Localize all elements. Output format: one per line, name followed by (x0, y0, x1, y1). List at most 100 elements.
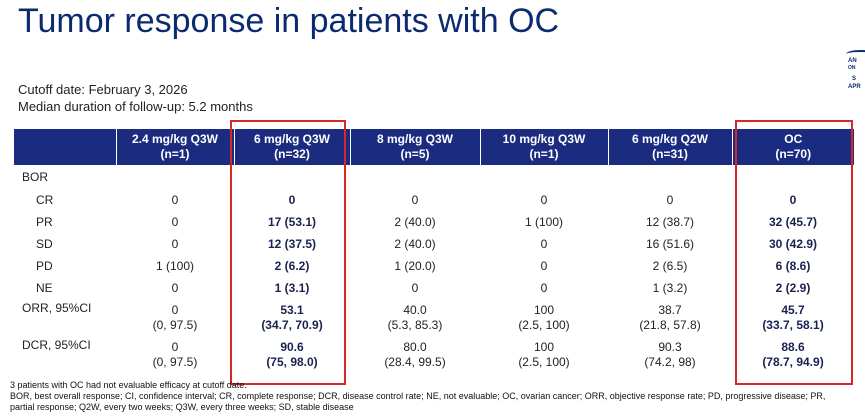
logo-text-2: ON (848, 65, 856, 71)
header-n: (n=32) (274, 147, 310, 161)
cell: 1 (3.2) (652, 281, 688, 295)
table-row: SD 0 12 (37.5) 2 (40.0) 0 16 (51.6) 30 (… (14, 233, 854, 255)
cell: 6 (8.6) (775, 259, 811, 273)
cell: 17 (53.1) (267, 215, 317, 229)
header-n: (n=31) (652, 147, 688, 161)
ci-value: 0 (171, 339, 179, 354)
row-label: ORR, 95%CI (22, 301, 92, 315)
logo: AN ON S APR (846, 50, 865, 100)
header-dose: 6 mg/kg Q3W (253, 132, 330, 146)
row-label: PR (36, 215, 53, 229)
cell: 0 (411, 193, 419, 207)
cell: 0 (171, 237, 179, 251)
ci-range: (5.3, 85.3) (387, 317, 443, 332)
cell: 88.6 (78.7, 94.9) (732, 336, 854, 373)
cell: 1 (100) (155, 259, 195, 273)
cell: 53.1 (34.7, 70.9) (234, 299, 350, 336)
bor-label: BOR (22, 170, 49, 184)
ci-range: (2.5, 100) (518, 354, 570, 369)
cell: 40.0 (5.3, 85.3) (350, 299, 480, 336)
table-row: BOR (14, 165, 854, 189)
ci-value: 100 (533, 302, 555, 317)
footnote-efficacy: 3 patients with OC had not evaluable eff… (10, 380, 247, 390)
table-row: CR 0 0 0 0 0 0 (14, 189, 854, 211)
cell: 1 (20.0) (394, 259, 436, 273)
ci-range: (78.7, 94.9) (762, 354, 824, 369)
cell: 0 (540, 259, 548, 273)
cell: 38.7 (21.8, 57.8) (608, 299, 732, 336)
header-n: (n=70) (775, 147, 812, 161)
cell: 0 (171, 215, 179, 229)
header-empty (14, 129, 116, 165)
ci-value: 88.6 (781, 339, 805, 354)
header-dose: 2.4 mg/kg Q3W (131, 132, 219, 146)
ci-range: (0, 97.5) (152, 317, 198, 332)
cell: 0 (0, 97.5) (116, 336, 234, 373)
cell: 0 (171, 281, 179, 295)
logo-text-1: AN (848, 58, 857, 64)
row-label: PD (36, 259, 53, 273)
header-n: (n=1) (160, 147, 190, 161)
ci-range: (75, 98.0) (266, 354, 318, 369)
header-col: 2.4 mg/kg Q3W (n=1) (115, 129, 234, 165)
cell: 1 (100) (524, 215, 564, 229)
cell: 32 (45.7) (768, 215, 818, 229)
header-dose: OC (784, 132, 803, 146)
cell: 0 (666, 193, 674, 207)
cutoff-date: Cutoff date: February 3, 2026 (18, 82, 188, 97)
ci-value: 0 (171, 302, 179, 317)
header-col: 6 mg/kg Q3W (n=32) (233, 129, 350, 165)
cell: 100 (2.5, 100) (480, 299, 608, 336)
cell: 0 (171, 193, 179, 207)
cell: 0 (789, 193, 797, 207)
cell: 2 (40.0) (394, 215, 436, 229)
ci-value: 40.0 (403, 302, 427, 317)
header-n: (n=5) (400, 147, 430, 161)
follow-up: Median duration of follow-up: 5.2 months (18, 99, 253, 114)
ci-value: 53.1 (280, 302, 304, 317)
ci-range: (74.2, 98) (644, 354, 696, 369)
header-dose: 8 mg/kg Q3W (376, 132, 453, 146)
cell: 12 (38.7) (645, 215, 695, 229)
table-row: PR 0 17 (53.1) 2 (40.0) 1 (100) 12 (38.7… (14, 211, 854, 233)
cell: 30 (42.9) (768, 237, 818, 251)
highlight-box-6mg-q3w (230, 120, 346, 385)
cell: 80.0 (28.4, 99.5) (350, 336, 480, 373)
cell: 0 (540, 281, 548, 295)
cell: 16 (51.6) (645, 237, 695, 251)
header-dose: 6 mg/kg Q2W (631, 132, 708, 146)
ci-range: (0, 97.5) (152, 354, 198, 369)
logo-text-4: APR (848, 84, 861, 90)
header-dose: 10 mg/kg Q3W (502, 132, 586, 146)
table-row: NE 0 1 (3.1) 0 0 1 (3.2) 2 (2.9) (14, 277, 854, 299)
ci-range: (21.8, 57.8) (639, 317, 701, 332)
cell: 100 (2.5, 100) (480, 336, 608, 373)
table-row: DCR, 95%CI 0 (0, 97.5) 90.6 (75, 98.0) 80.… (14, 336, 854, 373)
header-col: 8 mg/kg Q3W (n=5) (349, 129, 480, 165)
header-col: 6 mg/kg Q2W (n=31) (607, 129, 732, 165)
cell: 0 (540, 193, 548, 207)
ci-range: (28.4, 99.5) (384, 354, 446, 369)
cell: 45.7 (33.7, 58.1) (732, 299, 854, 336)
cell: 0 (288, 193, 296, 207)
header-col: OC (n=70) (731, 129, 854, 165)
response-table: 2.4 mg/kg Q3W (n=1) 6 mg/kg Q3W (n=32) 8 m… (14, 129, 854, 373)
table-row: PD 1 (100) 2 (6.2) 1 (20.0) 0 2 (6.5) 6 … (14, 255, 854, 277)
row-label: CR (36, 193, 54, 207)
cell: 2 (6.5) (652, 259, 688, 273)
cell: 2 (2.9) (775, 281, 811, 295)
table-header-row: 2.4 mg/kg Q3W (n=1) 6 mg/kg Q3W (n=32) 8 m… (14, 129, 854, 165)
ci-value: 100 (533, 339, 555, 354)
cell: 2 (6.2) (274, 259, 310, 273)
table-row: ORR, 95%CI 0 (0, 97.5) 53.1 (34.7, 70.9) 4… (14, 299, 854, 336)
header-col: 10 mg/kg Q3W (n=1) (479, 129, 608, 165)
ci-value: 45.7 (781, 302, 805, 317)
footnotes: 3 patients with OC had not evaluable eff… (10, 380, 840, 413)
logo-text-3: S (852, 76, 857, 82)
cell: 0 (540, 237, 548, 251)
row-label: NE (36, 281, 53, 295)
cell: 0 (411, 281, 419, 295)
logo-arc (846, 50, 865, 58)
footnote-abbreviations: BOR, best overall response; CI, confiden… (10, 391, 826, 412)
ci-value: 80.0 (403, 339, 427, 354)
